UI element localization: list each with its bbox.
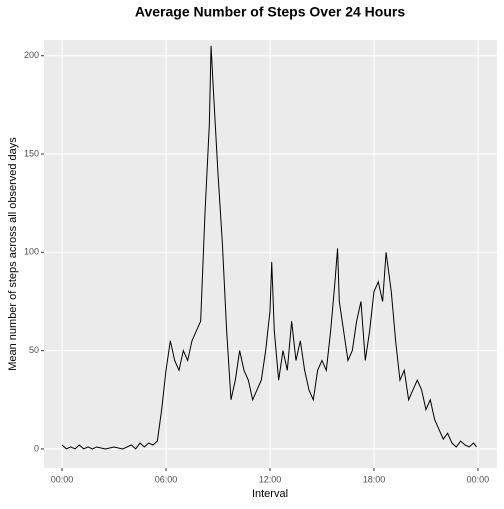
x-tick-label: 00:00 bbox=[51, 474, 74, 484]
y-tick-label: 150 bbox=[24, 148, 39, 158]
y-tick-label: 200 bbox=[24, 50, 39, 60]
y-tick-label: 50 bbox=[29, 345, 39, 355]
x-tick-label: 18:00 bbox=[363, 474, 386, 484]
y-tick-label: 0 bbox=[34, 443, 39, 453]
line bbox=[61, 45, 477, 450]
x-axis-title: Interval bbox=[252, 488, 288, 500]
y-tick-label: 100 bbox=[24, 247, 39, 257]
x-tick-label: 12:00 bbox=[259, 474, 282, 484]
x-tick-label: 00:00 bbox=[467, 474, 490, 484]
chart-title: Average Number of Steps Over 24 Hours bbox=[135, 4, 405, 20]
y-axis-title: Mean number of steps across all observed… bbox=[7, 137, 19, 371]
x-tick-label: 06:00 bbox=[155, 474, 178, 484]
